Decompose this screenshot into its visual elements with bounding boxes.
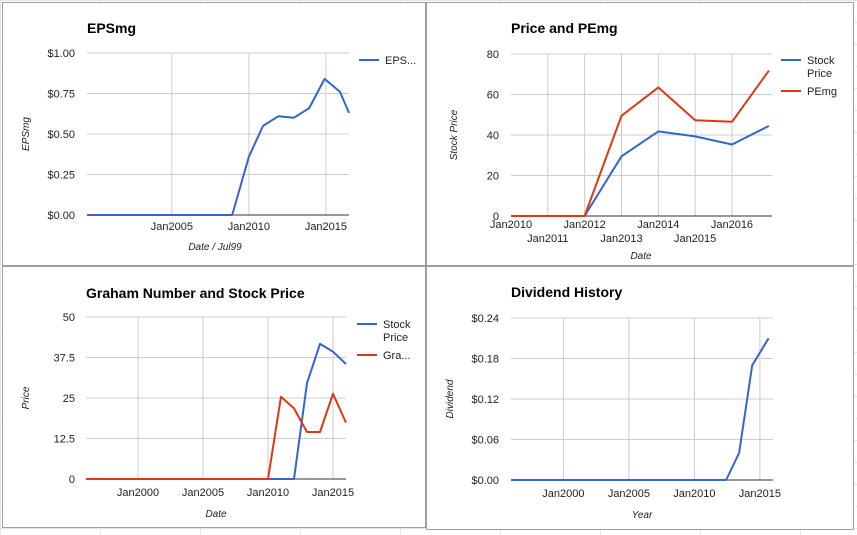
chart-title: EPSmg (87, 20, 136, 36)
y-tick-label: $0.12 (471, 394, 499, 406)
legend-entry: PEmg (807, 86, 837, 98)
dividend-chart-panel: Dividend History $0.00 $0.06 $0.12 $0.18 $0.2… (426, 266, 854, 530)
legend-entry: Stock Price (807, 55, 835, 80)
x-tick-label: Jan2013 (600, 233, 642, 245)
x-tick-label: Jan2015 (739, 488, 781, 500)
y-tick-label: 12.5 (54, 434, 75, 446)
x-tick-label: Jan2012 (564, 219, 606, 231)
x-tick-label: Jan2005 (608, 488, 650, 500)
y-axis-title: Stock Price (449, 109, 460, 160)
x-tick-label: Jan2011 (527, 233, 568, 245)
x-tick-label: Jan2010 (247, 487, 289, 499)
chart-title: Graham Number and Stock Price (86, 285, 305, 301)
eps-chart-panel: EPSmg $0.00 $0.25 $0.50 $0.75 $1.00 Jan2005 Jan… (2, 2, 426, 266)
y-tick-label: 40 (487, 130, 499, 142)
x-tick-label: Jan2014 (637, 219, 679, 231)
x-tick-label: Jan2000 (542, 488, 584, 500)
y-tick-label: 25 (63, 393, 75, 405)
y-tick-label: 60 (487, 90, 499, 102)
series-line-1 (511, 337, 770, 481)
series-line-2 (511, 70, 770, 217)
x-tick-label: Jan2015 (312, 487, 354, 499)
price-pe-chart-panel: Price and PEmg 0 20 40 60 80 Jan2010 Jan2011 Jan… (426, 2, 854, 266)
x-tick-label: Jan2005 (151, 221, 193, 233)
x-tick-label: Jan2016 (711, 219, 753, 231)
y-tick-label: $0.25 (47, 170, 75, 182)
x-tick-label: Jan2000 (117, 487, 159, 499)
x-tick-label: Jan2010 (490, 219, 532, 231)
y-tick-label: $0.50 (47, 129, 75, 141)
graham-chart-panel: Graham Number and Stock Price 0 12.5 25 37.5… (2, 266, 426, 528)
y-tick-label: $0.00 (471, 475, 499, 487)
dividend-chart: Dividend History $0.00 $0.06 $0.12 $0.18 $0.2… (445, 284, 781, 521)
x-tick-label: Jan2015 (674, 233, 716, 245)
x-tick-label: Jan2010 (673, 488, 715, 500)
y-tick-label: $0.18 (471, 354, 499, 366)
graham-chart: Graham Number and Stock Price 0 12.5 25 37.5… (21, 285, 411, 520)
y-tick-label: $1.00 (47, 48, 75, 60)
series-line-2 (86, 392, 347, 480)
y-tick-label: 80 (487, 49, 499, 61)
x-tick-label: Jan2015 (305, 221, 347, 233)
eps-chart: EPSmg $0.00 $0.25 $0.50 $0.75 $1.00 Jan2005 Jan… (21, 20, 416, 253)
legend-entry: Gra... (383, 350, 411, 362)
y-tick-label: $0.24 (471, 313, 499, 325)
series-line-1 (87, 77, 350, 216)
y-axis-title: EPSmg (21, 117, 32, 151)
y-axis-title: Price (21, 386, 32, 409)
y-tick-label: 50 (63, 312, 75, 324)
series-line-1 (86, 342, 347, 480)
x-axis-title: Date (205, 509, 227, 520)
x-tick-label: Jan2010 (228, 221, 270, 233)
legend-entry: Stock Price (383, 319, 411, 344)
x-tick-label: Jan2005 (182, 487, 224, 499)
y-tick-label: $0.00 (47, 210, 75, 222)
y-tick-label: $0.75 (47, 89, 75, 101)
y-tick-label: 20 (487, 171, 499, 183)
y-tick-label: 37.5 (54, 353, 75, 365)
price-pe-chart: Price and PEmg 0 20 40 60 80 Jan2010 Jan2011 Jan… (449, 20, 837, 262)
x-axis-title: Year (632, 510, 653, 521)
y-axis-title: Dividend (445, 379, 456, 418)
x-axis-title: Date (630, 251, 652, 262)
y-tick-label: 0 (69, 474, 75, 486)
chart-title: Price and PEmg (511, 20, 618, 36)
x-axis-title: Date / Jul99 (188, 242, 242, 253)
chart-title: Dividend History (511, 284, 622, 300)
legend-entry: EPS... (385, 55, 416, 67)
y-tick-label: 0 (493, 211, 499, 223)
series-line-1 (511, 125, 770, 217)
y-tick-label: $0.06 (471, 435, 499, 447)
